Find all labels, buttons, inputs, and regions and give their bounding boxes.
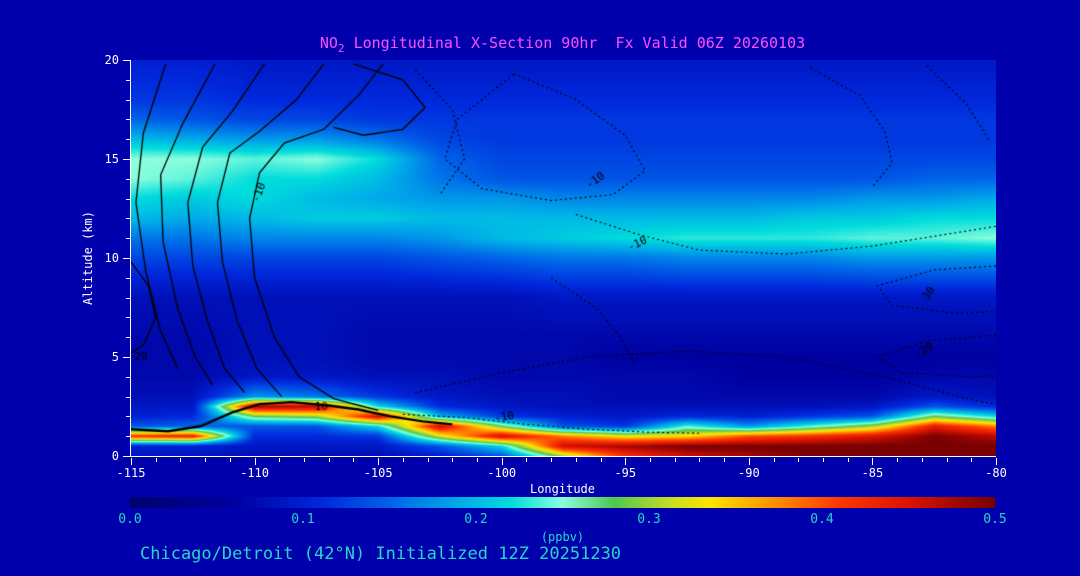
x-minor-tick — [724, 458, 726, 462]
y-tick-label: 10 — [104, 251, 119, 265]
y-tick-label: 15 — [104, 152, 119, 166]
x-tick-label: -105 — [363, 466, 393, 480]
y-minor-tick — [126, 178, 130, 180]
y-axis-title: Altitude (km) — [81, 211, 95, 305]
x-minor-tick — [823, 458, 824, 462]
plot-title-rest: Longitudinal X-Section 90hr Fx Valid 06Z… — [344, 34, 806, 52]
x-minor-tick — [526, 458, 528, 462]
plot-area: 0 5 10 15 20 -115 -110 -105 -100 -95 -90 -85 -80 — [105, 53, 1007, 480]
plot-title-prefix: NO — [319, 34, 338, 52]
x-major-tick — [996, 458, 997, 465]
x-minor-tick — [699, 458, 701, 462]
x-minor-tick — [328, 458, 330, 462]
x-minor-tick — [205, 458, 207, 462]
x-minor-tick — [674, 458, 676, 462]
y-minor-tick — [126, 436, 130, 438]
x-minor-tick — [575, 458, 577, 462]
colorbar-tick-label: 0.0 — [118, 512, 142, 527]
x-minor-tick — [229, 458, 231, 462]
x-minor-tick — [279, 458, 281, 462]
colorbar-tick-label: 0.4 — [810, 512, 834, 527]
y-tick-label: 0 — [111, 449, 119, 463]
colorbar-tick-label: 0.3 — [637, 512, 661, 527]
colorbar-tick-label: 0.2 — [464, 512, 488, 527]
y-major-tick — [123, 357, 130, 358]
colorbar-tick-label: 0.5 — [983, 512, 1007, 527]
y-minor-tick — [126, 317, 130, 319]
x-major-tick — [625, 458, 627, 465]
x-tick-label: -115 — [116, 466, 146, 480]
x-minor-tick — [897, 458, 899, 462]
y-minor-tick — [126, 79, 130, 81]
x-minor-tick — [452, 458, 454, 462]
x-axis-title: Longitude — [529, 482, 596, 496]
x-minor-tick — [180, 458, 182, 462]
y-minor-tick — [126, 99, 130, 101]
y-minor-tick — [126, 218, 130, 220]
x-tick-label: -110 — [240, 466, 270, 480]
colorbar-gradient-canvas — [130, 497, 995, 508]
x-minor-tick — [798, 458, 800, 462]
x-minor-tick — [650, 458, 651, 462]
x-minor-tick — [551, 458, 553, 462]
initialization-caption: Chicago/Detroit (42°N) Initialized 12Z 2… — [140, 544, 622, 564]
y-minor-tick — [126, 396, 130, 398]
y-minor-tick — [126, 139, 130, 141]
y-minor-tick — [126, 416, 130, 418]
y-minor-tick — [126, 119, 130, 121]
y-minor-tick — [126, 238, 130, 240]
y-major-tick — [123, 456, 130, 457]
colorbar: 0.0 0.1 0.2 0.3 0.4 0.5 — [118, 497, 1007, 527]
y-tick-label: 20 — [104, 53, 119, 67]
x-major-tick — [254, 458, 256, 465]
x-major-tick — [748, 458, 750, 465]
y-tick-label: 5 — [111, 350, 119, 364]
y-minor-tick — [126, 337, 130, 339]
colorbar-tick-label: 0.1 — [291, 512, 315, 527]
x-minor-tick — [971, 458, 973, 462]
x-tick-label: -100 — [487, 466, 517, 480]
x-major-tick — [872, 458, 874, 465]
y-minor-tick — [126, 297, 130, 299]
x-major-tick — [131, 458, 132, 465]
x-minor-tick — [921, 458, 923, 462]
x-major-tick — [378, 458, 380, 465]
x-axis-ticks: -115 -110 -105 -100 -95 -90 -85 -80 — [117, 60, 1007, 480]
x-minor-tick — [304, 458, 305, 462]
x-minor-tick — [353, 458, 355, 462]
x-minor-tick — [402, 458, 404, 462]
x-tick-label: -90 — [738, 466, 760, 480]
x-minor-tick — [427, 458, 429, 462]
plot-title: NO2 Longitudinal X-Section 90hr Fx Valid… — [130, 34, 995, 55]
x-minor-tick — [847, 458, 849, 462]
x-tick-label: -80 — [985, 466, 1007, 480]
xsection-heatmap-canvas — [131, 60, 996, 456]
x-tick-label: -95 — [614, 466, 637, 480]
x-major-tick — [501, 458, 503, 465]
x-minor-tick — [600, 458, 602, 462]
y-minor-tick — [126, 198, 130, 200]
y-minor-tick — [126, 376, 130, 378]
y-major-tick — [123, 258, 130, 259]
y-major-tick — [123, 60, 130, 61]
plot-title-subscript: 2 — [337, 42, 345, 55]
colorbar-tick-labels: 0.0 0.1 0.2 0.3 0.4 0.5 — [118, 497, 1006, 527]
x-minor-tick — [946, 458, 948, 462]
x-minor-tick — [155, 458, 157, 462]
y-minor-tick — [126, 277, 130, 279]
y-axis-ticks: 0 5 10 15 20 — [105, 53, 996, 463]
x-minor-tick — [773, 458, 775, 462]
x-tick-label: -85 — [861, 466, 884, 480]
colorbar-units-label: (ppbv) — [540, 530, 585, 544]
x-minor-tick — [477, 458, 478, 462]
y-major-tick — [123, 159, 130, 160]
